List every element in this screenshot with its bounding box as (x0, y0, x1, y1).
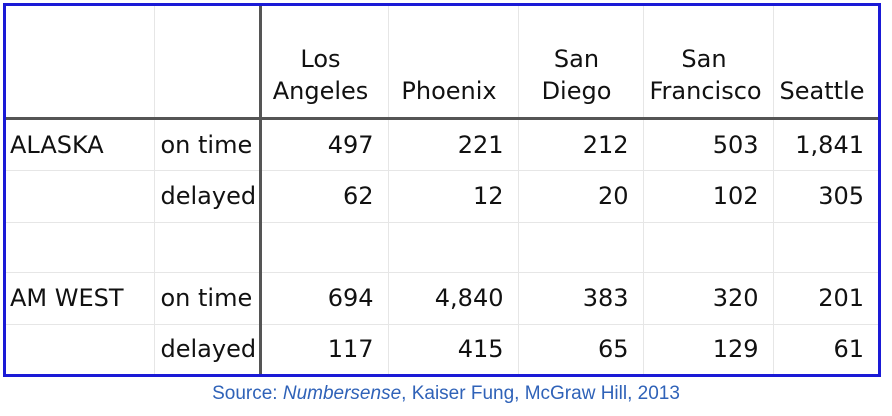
status-label: on time (154, 118, 262, 171)
airline-label-alaska: ALASKA (6, 118, 155, 171)
empty-cell (643, 222, 774, 273)
table-cell: 415 (388, 324, 519, 374)
table-row-am-west-on-time: AM WEST on time 694 4,840 383 320 201 (6, 272, 878, 325)
table-cell: 212 (518, 118, 644, 171)
column-header-line: Seattle (779, 76, 865, 105)
table-cell: 383 (518, 272, 644, 325)
column-header-line: Phoenix (401, 76, 497, 105)
table-cell: 4,840 (388, 272, 519, 325)
empty-cell (6, 324, 155, 374)
source-book-title: Numbersense (282, 383, 402, 404)
source-caption: Source: Numbersense, Kaiser Fung, McGraw… (0, 383, 892, 405)
table-cell: 129 (643, 324, 774, 374)
table-cell: 305 (773, 170, 878, 223)
column-header-san-diego: San Diego (518, 6, 644, 120)
table-row-alaska-delayed: delayed 62 12 20 102 305 (6, 170, 878, 223)
column-header-line: Angeles (272, 76, 369, 105)
table-cell: 20 (518, 170, 644, 223)
table-cell: 1,841 (773, 118, 878, 171)
empty-cell (260, 222, 389, 273)
table-frame: Los Angeles Phoenix San Diego San Franci… (3, 3, 881, 377)
empty-cell (773, 222, 878, 273)
empty-cell (6, 170, 155, 223)
column-header-los-angeles: Los Angeles (260, 6, 389, 120)
corner-cell (154, 6, 262, 120)
flight-delays-table: Los Angeles Phoenix San Diego San Franci… (6, 6, 878, 374)
table-cell: 65 (518, 324, 644, 374)
status-label: on time (154, 272, 262, 325)
status-label: delayed (154, 170, 262, 223)
corner-cell (6, 6, 155, 120)
column-header-line: San (681, 44, 727, 73)
column-header-line: Francisco (649, 76, 762, 105)
table-cell: 320 (643, 272, 774, 325)
table-cell: 497 (260, 118, 389, 171)
table-cell: 102 (643, 170, 774, 223)
column-header-seattle: Seattle (773, 6, 878, 120)
empty-cell (518, 222, 644, 273)
column-header-line: San (553, 44, 600, 73)
table-cell: 12 (388, 170, 519, 223)
empty-cell (6, 222, 155, 273)
table-cell: 694 (260, 272, 389, 325)
status-label: delayed (154, 324, 262, 374)
table-cell: 62 (260, 170, 389, 223)
table-cell: 221 (388, 118, 519, 171)
empty-cell (388, 222, 519, 273)
table-cell: 503 (643, 118, 774, 171)
header-row: Los Angeles Phoenix San Diego San Franci… (6, 6, 878, 120)
table-cell: 117 (260, 324, 389, 374)
source-details: , Kaiser Fung, McGraw Hill, 2013 (401, 383, 680, 404)
source-prefix: Source: (212, 383, 283, 404)
column-header-phoenix: Phoenix (388, 6, 519, 120)
airline-label-am-west: AM WEST (6, 272, 155, 325)
column-header-line: Diego (541, 76, 612, 105)
table-cell: 61 (833, 335, 864, 364)
column-header-san-francisco: San Francisco (643, 6, 774, 120)
table-row-am-west-delayed: delayed 117 415 65 129 61 (6, 324, 878, 374)
empty-cell (154, 222, 262, 273)
table-row-alaska-on-time: ALASKA on time 497 221 212 503 1,841 (6, 118, 878, 171)
table-cell: 201 (773, 272, 878, 325)
spacer-row (6, 222, 878, 273)
column-header-line: Los (300, 44, 341, 73)
